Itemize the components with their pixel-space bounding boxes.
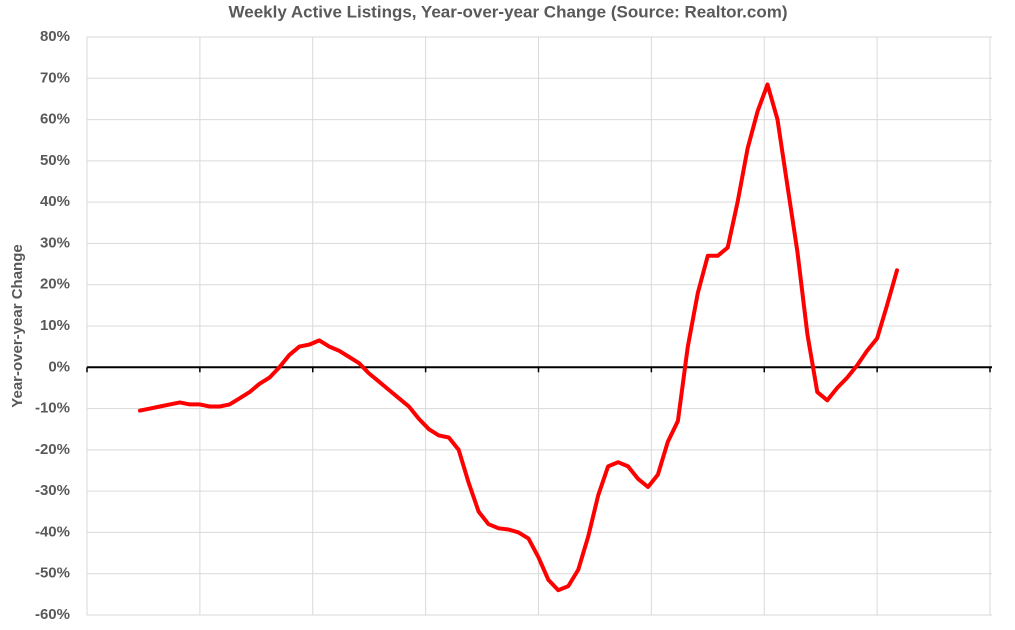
y-tick-label: 10%: [40, 317, 70, 334]
y-tick-label: 30%: [40, 234, 70, 251]
chart-title: Weekly Active Listings, Year-over-year C…: [229, 2, 788, 21]
y-tick-label: -20%: [35, 441, 70, 458]
y-tick-label: -60%: [35, 606, 70, 623]
data-line: [138, 82, 899, 593]
y-tick-label: 60%: [40, 111, 70, 128]
y-tick-label: -30%: [35, 482, 70, 499]
y-tick-label: -50%: [35, 565, 70, 582]
y-tick-label: 50%: [40, 152, 70, 169]
y-tick-label: 40%: [40, 193, 70, 210]
y-tick-label: 70%: [40, 69, 70, 86]
y-tick-label: -10%: [35, 400, 70, 417]
y-axis-label: Year-over-year Change: [9, 244, 26, 407]
y-tick-label: 0%: [48, 358, 70, 375]
y-tick-label: -40%: [35, 523, 70, 540]
y-tick-label: 20%: [40, 276, 70, 293]
y-tick-label: 80%: [40, 28, 70, 45]
